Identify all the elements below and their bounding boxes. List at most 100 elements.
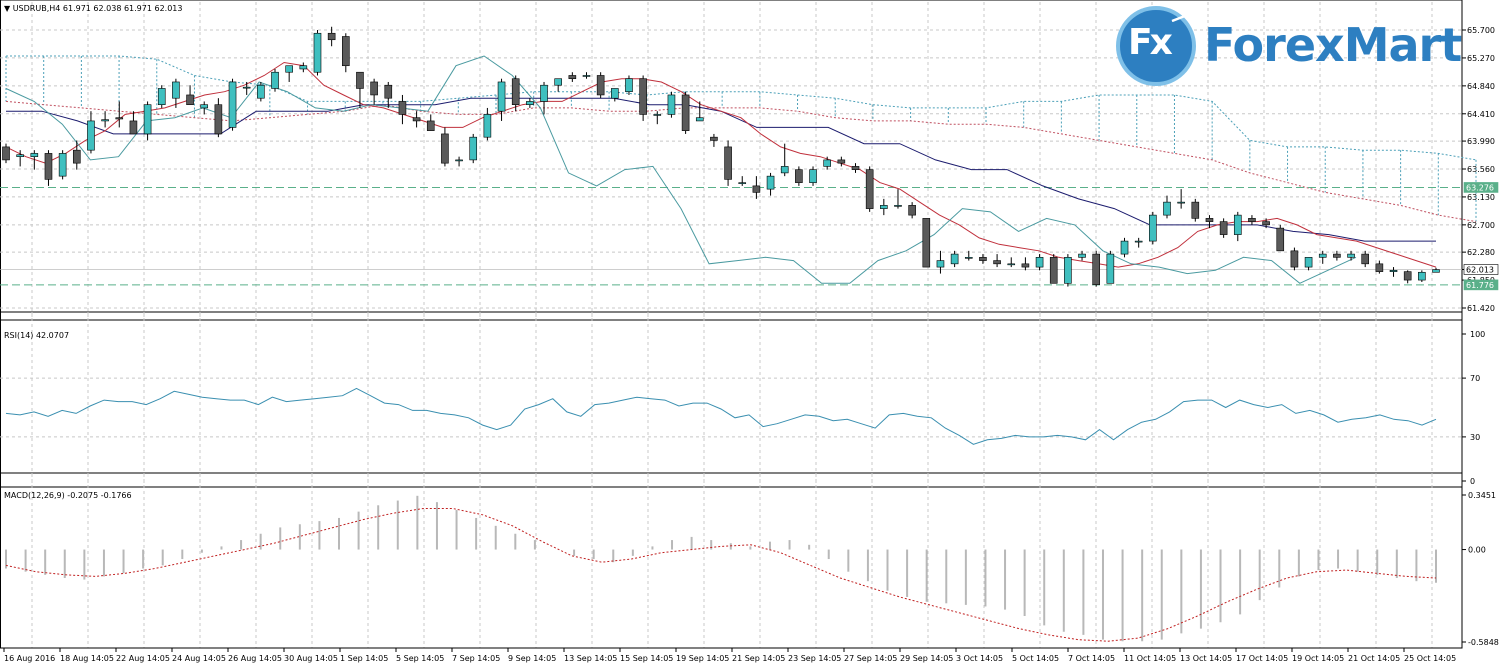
candle [1163, 195, 1171, 219]
candle-body [1418, 271, 1426, 281]
time-tick-label: 3 Oct 14:05 [956, 654, 1003, 663]
candle [313, 30, 322, 76]
candle-body [880, 205, 888, 209]
macd-tick-label: 0.00 [1468, 546, 1486, 555]
candle-body [540, 84, 548, 102]
candle [1262, 218, 1270, 229]
symbol-ohlc-label: USDRUB,H4 61.971 62.038 61.971 62.013 [12, 4, 183, 13]
candle-body [1347, 253, 1355, 258]
candle [1333, 250, 1341, 261]
price-tick-label: 63.560 [1467, 165, 1495, 174]
candle-body [964, 257, 973, 259]
time-tick-label: 19 Sep 14:05 [676, 654, 729, 663]
candle-body [115, 117, 124, 120]
time-tick-label: 5 Sep 14:05 [396, 654, 444, 663]
time-tick-label: 25 Oct 14:05 [1404, 654, 1456, 663]
candle-body [200, 104, 209, 109]
candle [639, 75, 647, 121]
rsi-header: RSI(14) 42.0707 [4, 331, 70, 340]
candle-body [1064, 257, 1072, 284]
logo-fx-text: Fx [1128, 22, 1173, 63]
time-tick-label: 15 Sep 14:05 [620, 654, 673, 663]
candle [101, 111, 109, 128]
price-chart-panel[interactable]: 65.700 65.270 64.840 64.410 63.990 63.560 63.1… [0, 0, 1499, 321]
candle-body [1333, 253, 1341, 258]
candle-body [681, 94, 690, 131]
candle [1233, 211, 1242, 242]
candle-body [979, 257, 987, 261]
candle [242, 81, 251, 95]
candle [1064, 254, 1072, 287]
time-tick-label: 9 Sep 14:05 [508, 654, 556, 663]
candle-body [865, 169, 874, 209]
candle [1035, 254, 1044, 271]
candle [1361, 250, 1370, 268]
candle-body [356, 71, 364, 89]
dropdown-triangle-icon[interactable]: ▼ [4, 4, 11, 13]
candle-body [1035, 257, 1044, 268]
candle [738, 176, 747, 186]
candle-body [412, 117, 421, 122]
candle [1049, 254, 1058, 284]
candle-body [1120, 240, 1129, 255]
candle [695, 101, 704, 122]
macd-panel[interactable]: 0.3451 0.00 -0.5848 [0, 472, 1499, 649]
time-axis: 16 Aug 2016 18 Aug 14:05 22 Aug 14:05 24 Au… [0, 647, 1462, 663]
candle-body [455, 159, 463, 162]
candle [681, 91, 690, 134]
candle-body [1389, 270, 1398, 272]
price-tick-label: 61.420 [1467, 304, 1495, 313]
candle-body [639, 78, 647, 115]
candle [384, 81, 393, 108]
candle [285, 65, 293, 82]
candle-body [214, 104, 223, 135]
candle [780, 143, 789, 177]
candle-body [1163, 201, 1171, 216]
candle [582, 72, 591, 79]
candle-body [695, 117, 704, 122]
candle [327, 26, 336, 47]
candle-body [242, 86, 251, 89]
candle [426, 114, 435, 131]
rsi-panel[interactable]: 100 70 30 0 [0, 311, 1485, 488]
candle [1347, 250, 1355, 261]
chikou-span-line [5, 55, 1357, 284]
candle [115, 101, 124, 128]
price-tick-label: 63.130 [1467, 193, 1495, 202]
candle [30, 150, 39, 170]
candle [979, 254, 987, 264]
candle-body [1106, 253, 1115, 284]
candle-body [299, 65, 308, 70]
candle [497, 78, 506, 121]
candle [271, 68, 279, 92]
candle [795, 166, 803, 186]
candle-body [186, 94, 194, 105]
candle-body [1007, 263, 1016, 266]
candle [710, 133, 718, 147]
candle-body [1233, 214, 1242, 235]
candle [1205, 215, 1214, 229]
candle-body [1219, 221, 1228, 235]
candle-body [384, 84, 393, 99]
candle [964, 250, 973, 261]
candle [44, 150, 53, 186]
price-tick-label: 65.270 [1467, 54, 1495, 63]
logo-brand-name: ForexMart [1204, 18, 1462, 72]
candle-body [1375, 263, 1384, 272]
candle [611, 88, 619, 102]
candle [412, 111, 421, 128]
candle [1177, 189, 1185, 209]
candle [1318, 250, 1327, 264]
candle [58, 150, 67, 180]
candle-body [908, 205, 916, 216]
candle-body [752, 185, 761, 193]
candle-body [1262, 221, 1270, 226]
candle [837, 156, 846, 167]
candle-body [1248, 218, 1256, 222]
candle-body [596, 75, 605, 96]
price-tick-label: 62.280 [1467, 248, 1495, 257]
candle [540, 81, 548, 115]
candle-body [922, 218, 931, 268]
candle [1120, 237, 1129, 258]
